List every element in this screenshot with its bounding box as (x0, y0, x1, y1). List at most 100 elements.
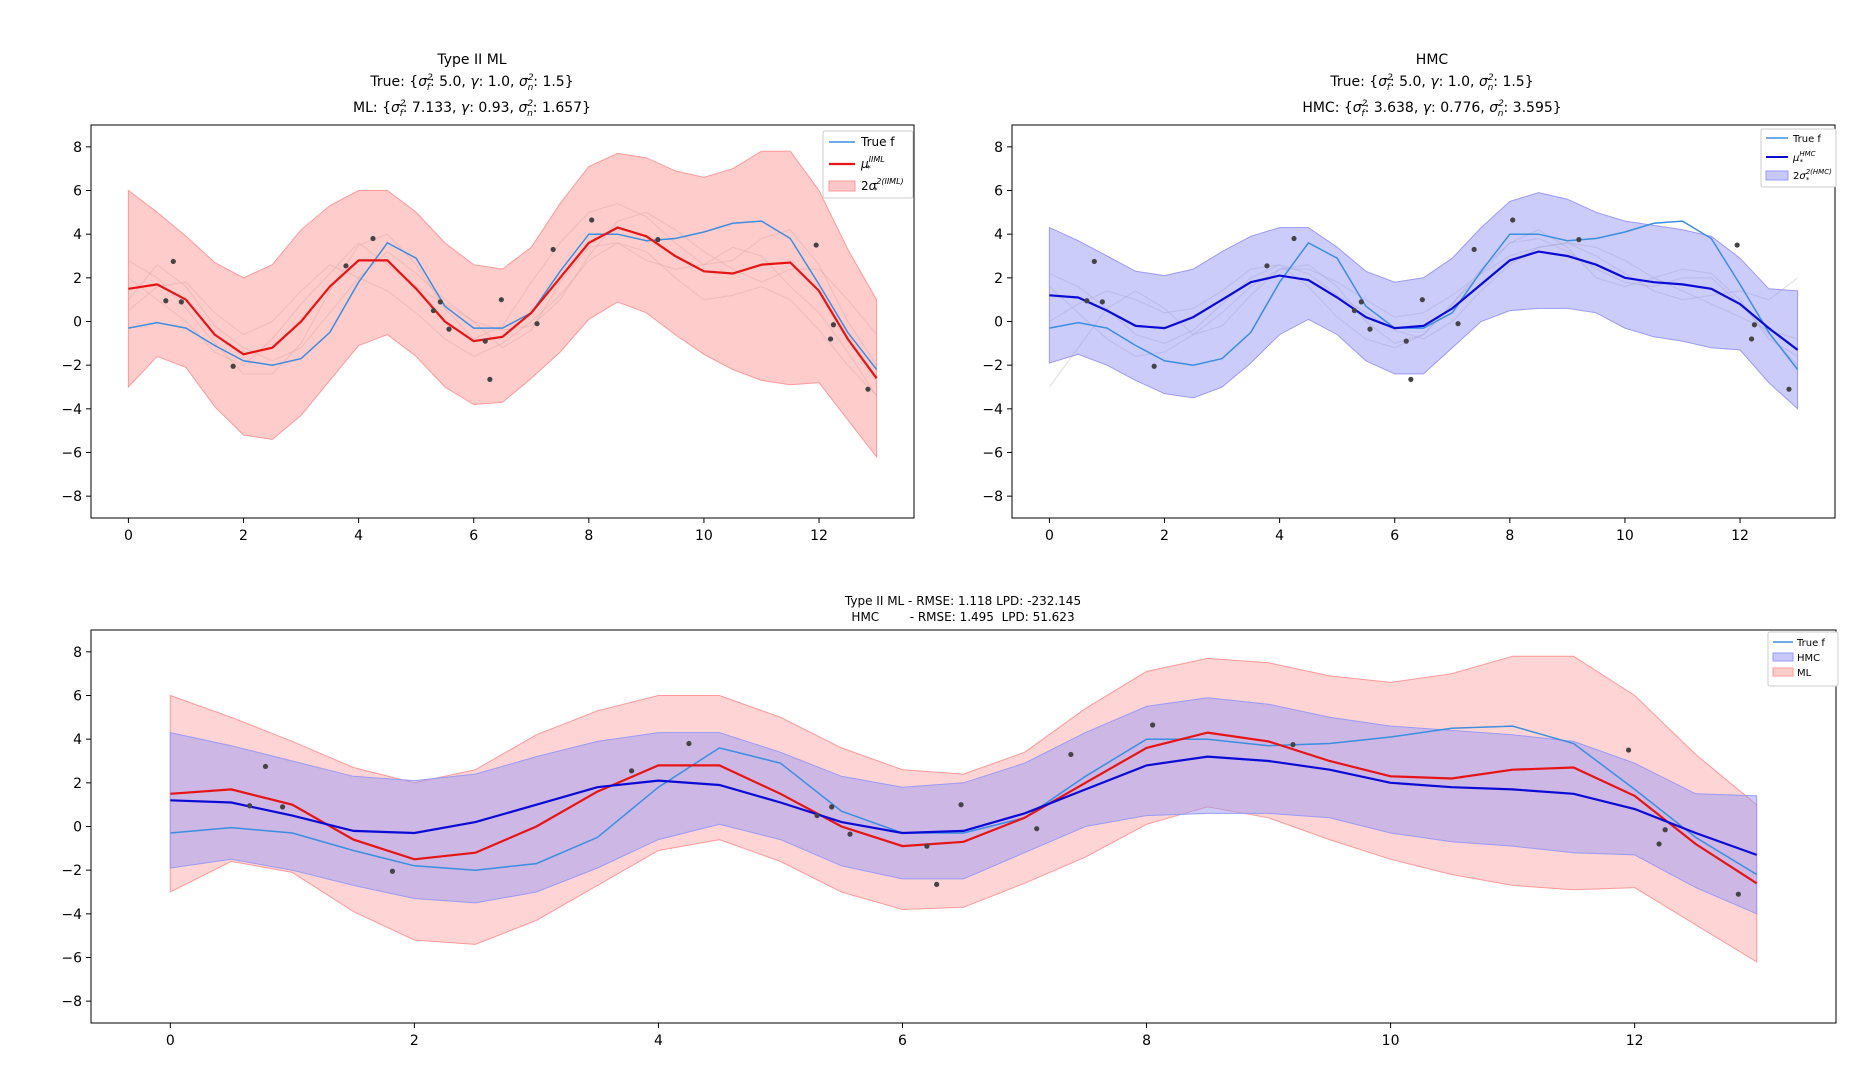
panel-hmc: HMC True: {σ2 f: 5.0, γ: 1.0, σ2 n: 1.5} H… (982, 52, 1837, 544)
ml-observation-point-3 (230, 363, 236, 369)
ml-ytick-label--4: −4 (61, 402, 82, 418)
compare-xtick-label-0: 0 (166, 1033, 175, 1049)
compare-ytick-label--4: −4 (61, 907, 82, 923)
ml-ytick-label-0: 0 (73, 315, 82, 331)
compare-observation-point-18 (1662, 827, 1668, 833)
hmc-legend-band-label: 2σ2(HMC) * (1793, 168, 1832, 184)
ml-ml-band (127, 150, 878, 459)
compare-observation-point-9 (924, 843, 930, 849)
hmc-observation-point-3 (1151, 363, 1157, 369)
cmp-legend-ml-label: ML (1797, 668, 1812, 679)
compare-observation-point-19 (1735, 891, 1741, 897)
hmc-title: HMC (1416, 52, 1449, 68)
hmc-legend: True f μHMC * 2σ2(HMC) * (1760, 128, 1837, 188)
compare-observation-point-7 (829, 804, 835, 810)
hmc-observation-point-7 (1358, 299, 1364, 305)
hmc-observation-point-2 (1099, 299, 1105, 305)
hmc-xtick-label-12: 12 (1731, 528, 1749, 544)
hmc-observation-point-1 (1091, 258, 1097, 265)
compare-observation-point-15 (1290, 742, 1296, 748)
ml-ytick-label-6: 6 (73, 184, 82, 200)
hmc-ytick-label--4: −4 (982, 402, 1003, 418)
compare-xtick-label-4: 4 (654, 1033, 663, 1049)
ml-observation-point-17 (827, 336, 834, 342)
hmc-true-f-line (1049, 220, 1799, 370)
hmc-ytick-label-4: 4 (994, 227, 1003, 243)
compare-xtick-label-6: 6 (898, 1033, 907, 1049)
ml-observation-point-9 (482, 338, 488, 344)
hmc-observation-point-11 (1419, 297, 1425, 303)
hmc-legend-band-swatch (1765, 170, 1789, 181)
hmc-observation-point-10 (1408, 376, 1414, 382)
hmc-observation-point-14 (1510, 217, 1516, 223)
compare-observation-point-16 (1625, 747, 1632, 753)
ml-observation-point-0 (163, 298, 169, 304)
compare-observation-point-12 (1034, 826, 1040, 832)
compare-ytick-label-6: 6 (73, 689, 82, 705)
hmc-xtick-label-6: 6 (1390, 528, 1399, 544)
cmp-legend-hmc-label: HMC (1797, 653, 1820, 664)
compare-observation-point-6 (814, 812, 820, 819)
compare-observation-point-1 (262, 763, 269, 770)
ml-xtick-label-10: 10 (695, 528, 713, 544)
compare-true-f-line (170, 725, 1758, 876)
hmc-observation-point-15 (1576, 237, 1582, 243)
hmc-observation-point-13 (1471, 246, 1477, 253)
cmp-legend: True f HMC ML (1767, 631, 1839, 687)
hmc-legend-true-label: True f (1792, 134, 1821, 145)
cmp-title-line1: Type II ML - RMSE: 1.118 LPD: -232.145 (844, 594, 1081, 608)
hmc-observation-point-18 (1751, 322, 1758, 328)
compare-ytick-label--6: −6 (61, 951, 82, 967)
ml-observation-point-19 (865, 386, 871, 392)
panel-comparison: Type II ML - RMSE: 1.118 LPD: -232.145 H… (61, 594, 1839, 1049)
ml-xtick-label-0: 0 (124, 528, 133, 544)
ml-observation-point-10 (487, 376, 493, 382)
hmc-xtick-label-2: 2 (1160, 528, 1169, 544)
ml-observation-point-6 (430, 307, 437, 314)
ml-observation-point-11 (498, 297, 504, 303)
compare-xtick-label-2: 2 (410, 1033, 419, 1049)
compare-observation-point-11 (958, 802, 964, 808)
compare-hmc-band (169, 697, 1758, 915)
ml-series-group (127, 150, 878, 459)
hmc-ytick-label-0: 0 (994, 315, 1003, 331)
compare-ytick-label--8: −8 (61, 994, 82, 1010)
compare-observation-point-5 (686, 740, 692, 747)
ml-ytick-label--8: −8 (61, 489, 82, 505)
compare-observation-point-4 (628, 768, 635, 774)
cmp-legend-hmc-swatch (1772, 652, 1794, 662)
ml-ytick-label-4: 4 (73, 227, 82, 243)
compare-xtick-label-10: 10 (1382, 1033, 1400, 1049)
compare-ytick-label--2: −2 (61, 863, 82, 879)
ml-observation-point-1 (170, 258, 176, 265)
compare-observation-point-17 (1656, 841, 1662, 847)
ml-observation-point-5 (370, 235, 376, 242)
compare-ytick-label-2: 2 (73, 776, 82, 792)
compare-observation-point-2 (279, 804, 286, 810)
compare-observation-point-13 (1068, 751, 1074, 758)
cmp-legend-true-label: True f (1796, 638, 1825, 649)
ml-subtitle-est: ML: {σ2 f: 7.133, γ: 0.93, σ2 n: 1.657} (353, 99, 591, 119)
compare-hmc-mean-line (170, 755, 1758, 856)
ml-legend-mean-label: μIIML * (860, 155, 885, 173)
ml-xtick-label-2: 2 (239, 528, 248, 544)
ml-ytick-label--6: −6 (61, 446, 82, 462)
hmc-ytick-label-2: 2 (994, 271, 1003, 287)
hmc-observation-point-17 (1748, 336, 1755, 342)
cmp-legend-ml-swatch (1772, 667, 1794, 677)
hmc-observation-point-5 (1291, 235, 1297, 242)
ml-observation-point-2 (178, 299, 184, 305)
compare-xtick-label-12: 12 (1626, 1033, 1644, 1049)
hmc-observation-point-9 (1403, 338, 1409, 344)
hmc-ytick-label--8: −8 (982, 489, 1003, 505)
hmc-series-group (1048, 192, 1799, 410)
ml-ytick-label--2: −2 (61, 358, 82, 374)
ml-observation-point-15 (655, 237, 661, 243)
ml-observation-point-4 (343, 263, 349, 269)
ml-title: Type II ML (436, 52, 506, 68)
hmc-xtick-label-10: 10 (1616, 528, 1634, 544)
ml-subtitle-true: True: {σ2 f: 5.0, γ: 1.0, σ2 n: 1.5} (369, 73, 573, 93)
hmc-observation-point-0 (1084, 298, 1090, 304)
ml-observation-point-8 (446, 326, 452, 332)
hmc-ytick-label--6: −6 (982, 446, 1003, 462)
